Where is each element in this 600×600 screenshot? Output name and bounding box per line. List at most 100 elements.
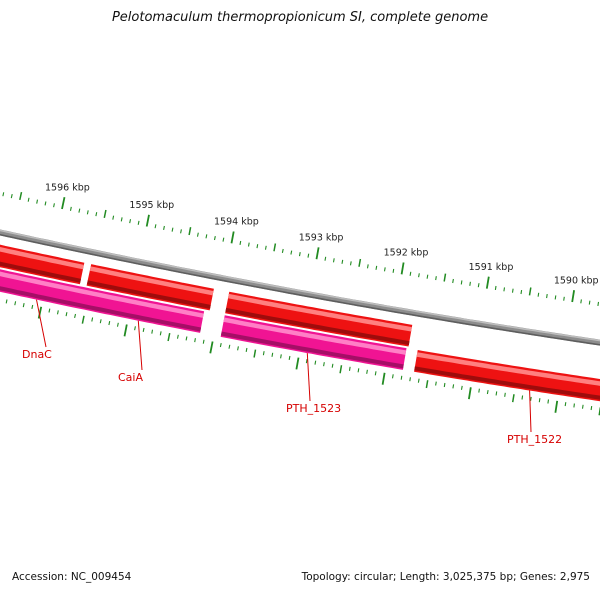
ruler-tick-outer bbox=[273, 243, 277, 252]
ruler-tick-outer bbox=[120, 217, 123, 222]
ruler-tick-inner bbox=[554, 400, 559, 413]
ruler-tick-outer bbox=[452, 278, 454, 284]
feature-label: DnaC bbox=[22, 348, 52, 361]
ruler-tick-inner bbox=[185, 336, 188, 341]
ruler-tick-inner bbox=[99, 319, 102, 324]
ruler-tick-outer bbox=[2, 192, 5, 197]
gene-features bbox=[0, 244, 600, 402]
ruler-label: 1591 kbp bbox=[469, 262, 514, 273]
ruler-tick-outer bbox=[383, 267, 386, 272]
ruler-tick-outer bbox=[324, 256, 327, 261]
ruler-tick-outer bbox=[358, 258, 362, 267]
ruler-tick-outer bbox=[554, 295, 557, 300]
gene-feature bbox=[414, 350, 600, 402]
ruler-tick-inner bbox=[417, 378, 420, 383]
feature-label-leader bbox=[529, 390, 532, 433]
ruler-tick-outer bbox=[375, 265, 378, 270]
ruler-tick-outer bbox=[53, 203, 55, 208]
ruler-tick-outer bbox=[180, 229, 182, 234]
ruler-tick-inner bbox=[323, 362, 325, 367]
ruler-tick-outer bbox=[485, 276, 490, 289]
ruler-tick-outer bbox=[78, 208, 81, 213]
ruler-label: 1593 kbp bbox=[299, 233, 344, 244]
feature-label-leader bbox=[36, 299, 47, 348]
ruler-tick-inner bbox=[305, 359, 308, 364]
ruler-label: 1595 kbp bbox=[129, 200, 174, 211]
ruler-tick-inner bbox=[478, 388, 480, 393]
ruler-label: 1596 kbp bbox=[45, 183, 90, 194]
ruler-tick-inner bbox=[400, 375, 403, 380]
ruler-tick-outer bbox=[298, 252, 301, 257]
ruler-tick-outer bbox=[19, 191, 23, 201]
ruler-tick-outer bbox=[332, 258, 335, 263]
gene-feature-highlight bbox=[416, 352, 600, 386]
ruler-tick-inner bbox=[237, 346, 239, 351]
gene-feature-shadow bbox=[0, 261, 82, 283]
ruler-ticks bbox=[2, 191, 600, 416]
ruler-tick-outer bbox=[154, 224, 157, 229]
ruler-tick-inner bbox=[134, 326, 136, 331]
ruler-tick-inner bbox=[14, 301, 17, 306]
ruler-labels: 1596 kbp 1595 kbp 1594 kbp 1593 kbp 1592 kbp… bbox=[45, 183, 599, 287]
ruler-tick-inner bbox=[435, 381, 437, 386]
feature-labels: DnaC CaiA PTH_1523 PTH_1522 bbox=[22, 299, 562, 446]
genome-summary-text: Topology: circular; Length: 3,025,375 bp… bbox=[301, 571, 590, 583]
ruler-tick-inner bbox=[425, 380, 429, 389]
genome-backbone bbox=[0, 229, 600, 346]
ruler-tick-inner bbox=[108, 320, 111, 326]
ruler-tick-inner bbox=[31, 304, 34, 310]
ruler-tick-outer bbox=[469, 281, 471, 286]
ruler-tick-outer bbox=[503, 287, 506, 292]
ruler-tick-inner bbox=[280, 354, 282, 359]
ruler-tick-inner bbox=[202, 339, 205, 344]
ruler-tick-inner bbox=[538, 398, 541, 403]
ruler-tick-outer bbox=[188, 227, 192, 236]
ruler-tick-inner bbox=[452, 384, 455, 389]
ruler-tick-outer bbox=[494, 285, 497, 290]
ruler-tick-outer bbox=[409, 271, 412, 276]
ruler-tick-outer bbox=[315, 247, 320, 260]
ruler-tick-outer bbox=[443, 273, 447, 282]
gene-feature-highlight bbox=[0, 247, 84, 270]
ruler-tick-inner bbox=[521, 395, 524, 400]
ruler-tick-inner bbox=[495, 391, 498, 396]
ruler-tick-outer bbox=[400, 262, 405, 275]
ruler-tick-inner bbox=[116, 322, 119, 327]
ruler-tick-inner bbox=[366, 369, 368, 374]
backbone-shadow bbox=[0, 233, 600, 346]
ruler-tick-outer bbox=[571, 290, 575, 303]
ruler-tick-outer bbox=[281, 248, 284, 254]
ruler-tick-inner bbox=[530, 396, 532, 401]
ruler-tick-outer bbox=[95, 212, 98, 217]
feature-label: PTH_1522 bbox=[507, 433, 562, 446]
ruler-tick-inner bbox=[56, 310, 59, 315]
ruler-tick-inner bbox=[288, 355, 291, 360]
feature-label: PTH_1523 bbox=[286, 402, 341, 415]
ruler-tick-outer bbox=[103, 209, 107, 219]
gene-feature-shadow bbox=[414, 366, 600, 400]
ruler-tick-inner bbox=[91, 317, 94, 322]
ruler-tick-inner bbox=[339, 365, 343, 374]
ruler-tick-outer bbox=[256, 244, 259, 249]
ruler-tick-outer bbox=[137, 220, 140, 225]
ruler-tick-inner bbox=[314, 360, 317, 365]
ruler-tick-inner bbox=[262, 351, 265, 356]
ruler-tick-outer bbox=[349, 261, 352, 266]
ruler-tick-inner bbox=[357, 368, 360, 373]
ruler-tick-inner bbox=[151, 329, 154, 334]
feature-label-leader bbox=[137, 320, 143, 371]
ruler-tick-inner bbox=[48, 308, 51, 313]
gene-feature-shadow bbox=[87, 280, 211, 309]
ruler-tick-outer bbox=[520, 290, 523, 295]
ruler-tick-inner bbox=[331, 363, 334, 368]
ruler-tick-outer bbox=[129, 219, 132, 224]
ruler-tick-inner bbox=[511, 394, 515, 403]
ruler-tick-outer bbox=[36, 199, 39, 204]
ruler-tick-outer bbox=[112, 215, 115, 220]
ruler-tick-outer bbox=[563, 296, 565, 301]
gene-feature-highlight bbox=[223, 317, 407, 355]
backbone-line bbox=[0, 229, 600, 346]
ruler-tick-inner bbox=[22, 302, 25, 308]
ruler-tick-inner bbox=[253, 349, 257, 358]
